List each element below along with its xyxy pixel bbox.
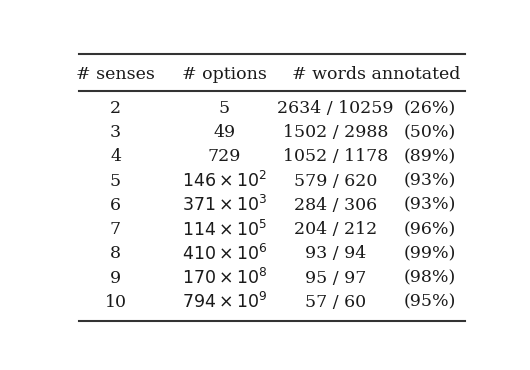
Text: 579 / 620: 579 / 620 bbox=[294, 173, 377, 190]
Text: $371\times10^{3}$: $371\times10^{3}$ bbox=[182, 195, 267, 215]
Text: 57 / 60: 57 / 60 bbox=[305, 294, 366, 311]
Text: $170\times10^{8}$: $170\times10^{8}$ bbox=[182, 268, 267, 288]
Text: $114\times10^{5}$: $114\times10^{5}$ bbox=[182, 219, 267, 240]
Text: 95 / 97: 95 / 97 bbox=[305, 269, 366, 286]
Text: 284 / 306: 284 / 306 bbox=[294, 197, 377, 214]
Text: $410\times10^{6}$: $410\times10^{6}$ bbox=[181, 244, 267, 264]
Text: 2634 / 10259: 2634 / 10259 bbox=[277, 100, 394, 117]
Text: (89%): (89%) bbox=[404, 148, 456, 165]
Text: 7: 7 bbox=[110, 221, 121, 238]
Text: (95%): (95%) bbox=[403, 294, 456, 311]
Text: 49: 49 bbox=[214, 124, 235, 141]
Text: 8: 8 bbox=[110, 245, 121, 262]
Text: 2: 2 bbox=[110, 100, 121, 117]
Text: 204 / 212: 204 / 212 bbox=[294, 221, 377, 238]
Text: (93%): (93%) bbox=[403, 173, 456, 190]
Text: 9: 9 bbox=[110, 269, 121, 286]
Text: # words annotated: # words annotated bbox=[292, 66, 461, 83]
Text: (96%): (96%) bbox=[404, 221, 456, 238]
Text: 3: 3 bbox=[110, 124, 121, 141]
Text: 1052 / 1178: 1052 / 1178 bbox=[282, 148, 388, 165]
Text: 5: 5 bbox=[219, 100, 230, 117]
Text: 729: 729 bbox=[208, 148, 241, 165]
Text: $794\times10^{9}$: $794\times10^{9}$ bbox=[182, 292, 267, 312]
Text: 93 / 94: 93 / 94 bbox=[305, 245, 366, 262]
Text: 1502 / 2988: 1502 / 2988 bbox=[282, 124, 388, 141]
Text: # options: # options bbox=[182, 66, 267, 83]
Text: (93%): (93%) bbox=[403, 197, 456, 214]
Text: $146\times10^{2}$: $146\times10^{2}$ bbox=[182, 171, 267, 191]
Text: 10: 10 bbox=[104, 294, 127, 311]
Text: (50%): (50%) bbox=[404, 124, 456, 141]
Text: 4: 4 bbox=[110, 148, 121, 165]
Text: (98%): (98%) bbox=[404, 269, 456, 286]
Text: # senses: # senses bbox=[76, 66, 155, 83]
Text: (99%): (99%) bbox=[403, 245, 456, 262]
Text: 5: 5 bbox=[110, 173, 121, 190]
Text: 6: 6 bbox=[110, 197, 121, 214]
Text: (26%): (26%) bbox=[404, 100, 456, 117]
